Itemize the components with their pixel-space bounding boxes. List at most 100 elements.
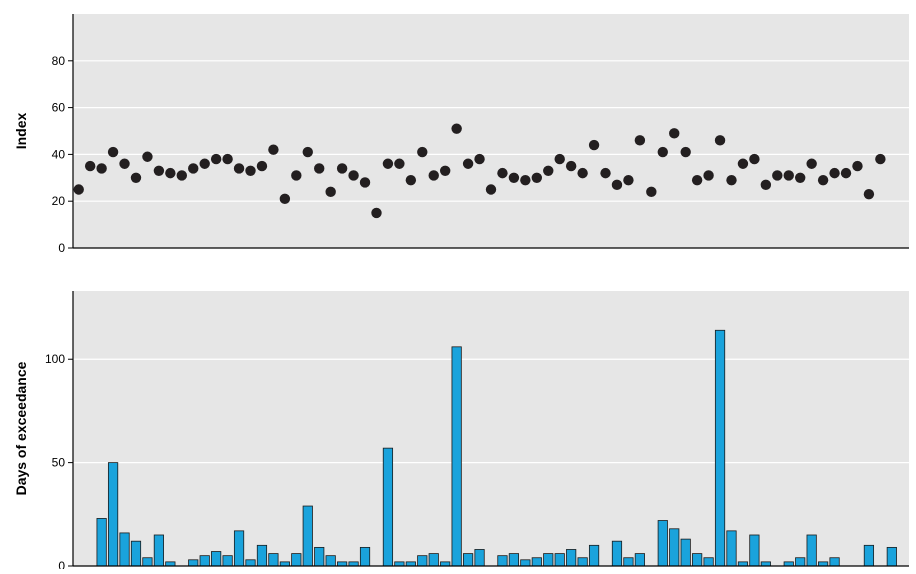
data-point — [852, 160, 863, 172]
data-point — [795, 172, 806, 183]
bar — [211, 551, 222, 567]
data-point — [577, 167, 588, 179]
data-point — [485, 184, 497, 195]
bar — [428, 553, 439, 567]
bar — [291, 553, 302, 567]
data-point — [130, 172, 142, 183]
data-point — [508, 172, 520, 183]
bar — [451, 346, 462, 567]
data-point — [611, 179, 623, 191]
data-point — [245, 165, 256, 176]
bar — [886, 546, 897, 567]
y-tick-label: 100 — [45, 352, 65, 366]
plot-background — [73, 14, 909, 248]
data-point — [543, 165, 554, 176]
data-point — [233, 163, 245, 174]
bar — [233, 530, 245, 567]
data-point — [417, 146, 428, 158]
data-point — [462, 158, 474, 169]
bar — [657, 520, 668, 567]
bar — [703, 557, 714, 567]
y-tick-label: 60 — [52, 101, 66, 115]
data-point — [497, 167, 508, 179]
bar — [669, 528, 680, 567]
data-point — [325, 186, 336, 198]
data-point — [107, 146, 119, 158]
data-point — [371, 207, 382, 219]
bar — [829, 557, 840, 567]
bar — [726, 530, 737, 567]
data-point — [291, 170, 302, 181]
data-point — [646, 186, 657, 198]
data-point — [451, 123, 462, 134]
data-point — [714, 135, 726, 146]
data-point — [634, 135, 646, 146]
bar — [165, 561, 176, 567]
bar — [417, 555, 428, 567]
bar — [96, 518, 107, 567]
bar — [520, 559, 531, 567]
y-tick-label: 80 — [52, 54, 66, 68]
bar — [382, 447, 394, 567]
bar — [199, 555, 210, 567]
data-point — [600, 167, 611, 179]
data-point — [119, 158, 130, 169]
data-point — [726, 174, 737, 186]
bar — [737, 561, 749, 567]
data-point — [256, 160, 268, 172]
data-point — [806, 158, 817, 169]
data-point — [314, 163, 325, 174]
data-point — [588, 139, 600, 151]
data-point — [669, 128, 680, 139]
data-point — [336, 163, 348, 174]
data-point — [520, 174, 531, 186]
data-point — [875, 153, 886, 165]
data-point — [84, 160, 96, 172]
data-point — [554, 153, 565, 165]
data-point — [268, 144, 279, 155]
panel-2: 0 50 100 Days of exceedance — [13, 291, 909, 573]
data-point — [749, 153, 760, 165]
data-point — [394, 158, 405, 169]
data-point — [623, 174, 634, 186]
data-point — [199, 158, 210, 169]
bar — [279, 561, 290, 567]
panel-1: 0 20 40 60 80 Index — [13, 14, 909, 255]
bar — [543, 553, 554, 567]
bar — [405, 561, 416, 567]
bar — [130, 540, 142, 567]
bar — [440, 561, 451, 567]
bar — [566, 549, 577, 567]
bar — [268, 553, 279, 567]
data-point — [439, 165, 451, 176]
bar — [634, 553, 645, 567]
data-point — [565, 160, 577, 172]
data-point — [760, 179, 772, 191]
bar — [508, 553, 519, 567]
data-point — [302, 146, 313, 158]
bar — [256, 544, 268, 567]
data-point — [772, 170, 783, 181]
data-point — [73, 184, 84, 195]
data-point — [382, 158, 394, 169]
bar — [692, 553, 703, 567]
data-point — [359, 177, 371, 188]
bar — [474, 549, 485, 567]
y-axis-title: Index — [13, 113, 29, 150]
data-point — [680, 146, 691, 158]
bar — [497, 555, 508, 567]
bar — [623, 557, 634, 567]
data-point — [188, 163, 199, 174]
data-point — [657, 146, 668, 158]
bar — [783, 561, 794, 567]
bar — [714, 329, 726, 567]
data-point — [691, 174, 703, 186]
bar — [325, 555, 336, 567]
data-point — [210, 153, 222, 165]
y-tick-label: 50 — [52, 456, 66, 470]
data-point — [165, 167, 176, 179]
bar — [760, 561, 771, 567]
bar — [463, 553, 474, 567]
